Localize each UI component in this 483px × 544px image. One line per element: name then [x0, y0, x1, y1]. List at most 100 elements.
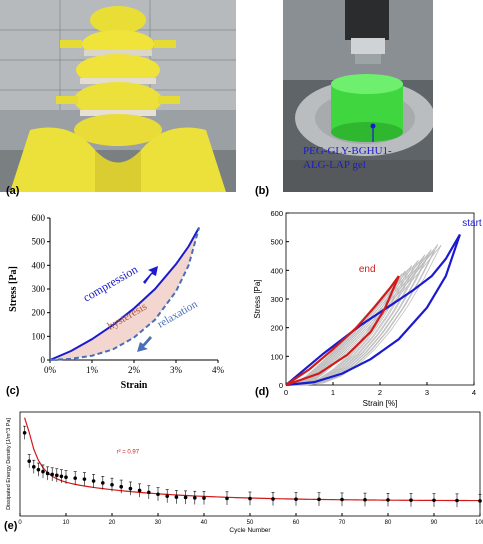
x-tick-label: 40 — [201, 520, 208, 526]
relaxation-curve — [49, 227, 201, 361]
compression-label: compression — [81, 262, 141, 304]
y-tick-label: 600 — [32, 213, 46, 223]
data-point — [137, 488, 142, 493]
r-squared-label: r² = 0.97 — [117, 450, 140, 456]
x-tick-label: 20 — [109, 520, 116, 526]
y-axis-label: Dissipated Energy Density [J/m^3 Pa] — [6, 418, 12, 510]
panel-label-c: (c) — [6, 385, 20, 397]
data-point — [27, 459, 32, 463]
data-point — [317, 497, 321, 502]
compression-curve — [49, 226, 200, 361]
x-axis-label: Cycle Number — [229, 527, 271, 534]
data-point — [22, 431, 27, 435]
data-point — [36, 467, 41, 472]
panel-b-photo: PEG-GLY-BGHU1- ALG-LAP gel — [283, 0, 435, 192]
panel-e-chart: 0 10 20 30 40 50 60 70 80 90 100 Cycle Number Dissip… — [0, 408, 483, 539]
panel-label-b: (b) — [255, 185, 270, 197]
data-point — [32, 465, 36, 469]
data-point — [294, 497, 298, 501]
x-tick-label: 90 — [431, 520, 438, 526]
data-point — [91, 479, 96, 483]
data-point — [128, 486, 133, 491]
x-tick-label: 60 — [293, 520, 300, 526]
data-point — [455, 498, 459, 503]
y-tick-label: 100 — [270, 352, 283, 361]
panel-label-e: (e) — [4, 520, 18, 532]
grey-cycle-loop — [307, 244, 442, 386]
data-point — [110, 483, 114, 487]
data-point — [82, 477, 87, 481]
panel-label-a: (a) — [6, 185, 20, 197]
data-point — [45, 471, 50, 476]
x-tick-label: 1 — [331, 388, 335, 397]
compression-arrow — [143, 266, 158, 284]
data-point — [363, 497, 367, 502]
data-point — [165, 494, 169, 498]
gel-label-line2: ALG-LAP gel — [303, 159, 366, 171]
data-point — [59, 474, 64, 479]
data-point — [340, 497, 344, 502]
y-tick-label: 400 — [32, 260, 46, 270]
end-unloading-curve — [285, 275, 400, 387]
data-point — [41, 469, 45, 474]
gel-label-line1: PEG-GLY-BGHU1- — [303, 145, 392, 157]
data-point — [432, 498, 436, 503]
data-point — [271, 497, 275, 501]
data-point — [55, 473, 59, 478]
start-unloading-curve — [285, 233, 461, 386]
grey-cycle-loop — [301, 254, 426, 386]
data-point — [156, 492, 160, 497]
grey-cycle-loop — [301, 254, 426, 386]
x-tick-label: 30 — [155, 520, 162, 526]
y-tick-label: 500 — [270, 238, 283, 247]
start-label: start — [462, 218, 482, 229]
data-point — [119, 484, 123, 489]
x-tick-label: 70 — [339, 520, 346, 526]
panel-c-chart: 0% 1% 2% 3% 4% 0 100 200 300 400 500 600 Strain Stres… — [0, 210, 236, 400]
data-point — [101, 481, 105, 485]
x-tick-label: 3% — [170, 365, 183, 375]
x-tick-label: 4% — [212, 365, 225, 375]
grey-cycle-loop — [299, 259, 419, 386]
y-axis-label: Stress [Pa] — [8, 266, 19, 312]
x-tick-label: 1% — [86, 365, 99, 375]
data-point — [174, 495, 179, 499]
panel-a-photo — [0, 0, 236, 192]
y-tick-label: 400 — [270, 266, 283, 275]
x-tick-label: 0 — [284, 388, 288, 397]
y-tick-label: 200 — [270, 324, 283, 333]
data-point — [225, 496, 229, 501]
y-tick-label: 500 — [32, 237, 46, 247]
data-point — [64, 475, 68, 480]
y-tick-label: 0 — [279, 381, 283, 390]
x-tick-label: 4 — [472, 388, 476, 397]
x-tick-label: 2% — [128, 365, 141, 375]
fit-curve — [24, 417, 481, 502]
x-tick-label: 80 — [385, 520, 392, 526]
x-tick-label: 100 — [475, 520, 483, 526]
relaxation-arrow — [137, 336, 152, 352]
y-tick-label: 600 — [270, 209, 283, 218]
data-point — [50, 472, 54, 477]
y-tick-label: 100 — [32, 331, 46, 341]
x-tick-label: 0 — [18, 520, 22, 526]
panel-label-d: (d) — [255, 386, 270, 398]
grey-cycle-loop — [296, 268, 409, 386]
data-point — [147, 490, 151, 495]
panel-d-chart: 0 1 2 3 4 0 100 200 300 400 500 600 Strain [%] Stress… — [248, 205, 483, 410]
data-point — [478, 499, 482, 503]
x-axis-label: Strain [%] — [363, 399, 398, 408]
data-point — [202, 496, 206, 500]
x-tick-label: 50 — [247, 520, 254, 526]
end-label: end — [359, 264, 376, 275]
x-tick-label: 0% — [44, 365, 57, 375]
x-tick-label: 10 — [63, 520, 70, 526]
start-loading-curve — [285, 234, 461, 387]
data-point — [193, 496, 197, 500]
grey-cycle-loop — [303, 249, 432, 386]
data-point — [248, 496, 252, 501]
y-tick-label: 200 — [32, 308, 46, 318]
data-point — [183, 495, 188, 500]
y-tick-label: 300 — [32, 284, 46, 294]
y-tick-label: 300 — [270, 295, 283, 304]
